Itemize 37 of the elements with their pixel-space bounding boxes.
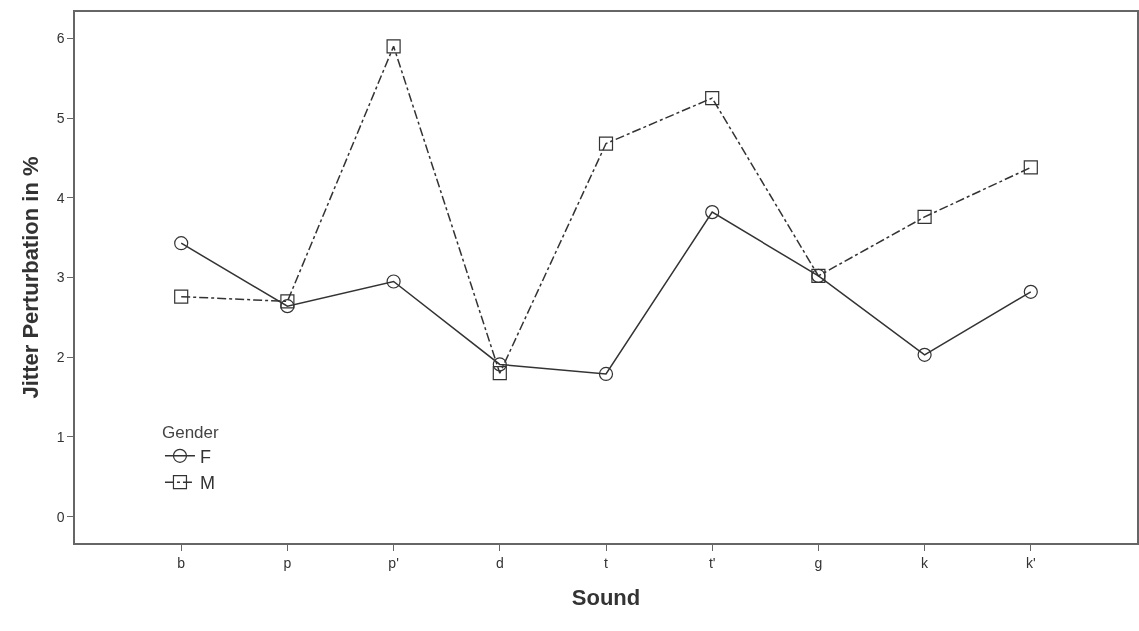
- legend-label: F: [199, 446, 211, 467]
- point: [174, 289, 189, 304]
- point: [1023, 284, 1038, 299]
- point: [917, 209, 932, 225]
- point: [492, 357, 507, 372]
- x-tick-label: k': [1025, 554, 1036, 571]
- x-tick-label: p: [283, 554, 292, 571]
- x-tick-label: g: [814, 554, 823, 571]
- point: [174, 236, 189, 251]
- y-tick-label: 6: [56, 30, 65, 47]
- x-axis-title: Sound: [571, 584, 641, 610]
- point: [492, 366, 507, 381]
- point: [705, 205, 720, 220]
- point: [1023, 160, 1038, 175]
- point: [280, 299, 295, 314]
- legend-title: Gender: [161, 422, 219, 442]
- point: [386, 39, 401, 54]
- y-tick-label: 0: [56, 508, 65, 525]
- y-axis-title: Jitter Perturbation in %: [17, 156, 43, 399]
- y-tick-label: 2: [56, 349, 65, 366]
- point: [598, 136, 614, 151]
- x-tick-label: b: [177, 554, 186, 571]
- x-tick-label: t: [604, 554, 609, 571]
- x-tick-label: t': [708, 554, 716, 571]
- legend-label: M: [199, 473, 215, 494]
- point: [598, 366, 614, 382]
- y-tick-label: 3: [56, 269, 65, 286]
- x-tick-label: d: [495, 554, 504, 571]
- point: [917, 347, 932, 362]
- x-tick-label: p': [388, 554, 399, 571]
- y-tick-label: 4: [56, 189, 65, 206]
- y-tick-label: 1: [56, 428, 65, 445]
- point: [280, 294, 295, 309]
- point: [705, 91, 720, 106]
- x-tick-label: k: [921, 554, 930, 571]
- point: [386, 274, 401, 289]
- y-tick-label: 5: [56, 109, 65, 126]
